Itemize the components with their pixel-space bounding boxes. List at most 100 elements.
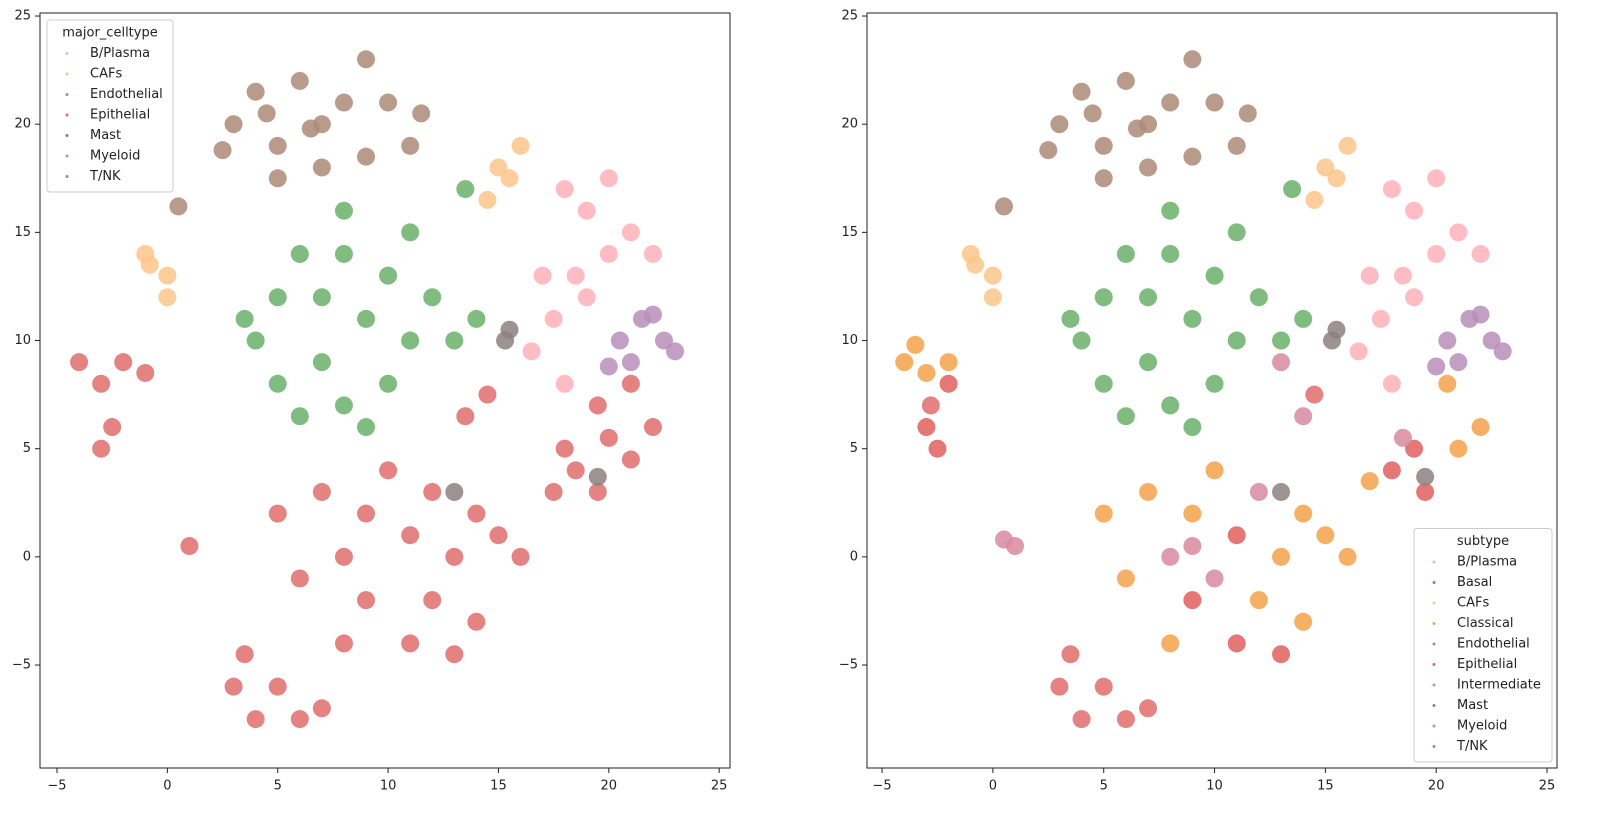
legend-label: Basal xyxy=(1457,575,1492,590)
legend-marker xyxy=(65,52,69,55)
point xyxy=(555,439,574,458)
point xyxy=(357,504,376,523)
point xyxy=(246,710,265,729)
point xyxy=(1183,418,1202,437)
point xyxy=(257,104,276,123)
point xyxy=(555,374,574,393)
point xyxy=(566,266,585,285)
point xyxy=(312,353,331,372)
y-tick-label: 15 xyxy=(841,225,858,240)
point xyxy=(1205,93,1224,112)
point xyxy=(1205,266,1224,285)
point xyxy=(1482,331,1501,350)
legend-marker xyxy=(65,72,69,76)
y-tick-label: 10 xyxy=(14,333,31,348)
y-tick-label: 15 xyxy=(14,225,31,240)
point xyxy=(655,331,674,350)
legend-label: Endothelial xyxy=(1457,637,1530,652)
point xyxy=(268,374,287,393)
point xyxy=(1161,244,1180,263)
point xyxy=(1449,353,1468,372)
point xyxy=(1272,353,1291,372)
point xyxy=(500,169,519,188)
point xyxy=(1427,169,1446,188)
point xyxy=(1061,309,1080,328)
point xyxy=(180,537,199,556)
y-tick-label: 5 xyxy=(23,441,31,456)
point xyxy=(1249,288,1268,307)
point xyxy=(1183,147,1202,166)
point xyxy=(213,141,232,160)
legend-label: T/NK xyxy=(1456,739,1488,754)
point xyxy=(566,461,585,480)
point xyxy=(1405,201,1424,220)
y-tick-label: 0 xyxy=(23,549,31,564)
point xyxy=(1349,342,1368,361)
point xyxy=(478,190,497,209)
point xyxy=(1139,288,1158,307)
point xyxy=(312,158,331,177)
point xyxy=(1094,169,1113,188)
legend-marker xyxy=(1432,642,1436,646)
point xyxy=(1072,82,1091,101)
point xyxy=(478,385,497,404)
legend-label: CAFs xyxy=(1457,596,1489,611)
point xyxy=(92,374,111,393)
point xyxy=(1323,331,1342,350)
point xyxy=(895,353,914,372)
point xyxy=(1227,223,1246,242)
legend-label: B/Plasma xyxy=(1457,555,1517,570)
point xyxy=(1094,677,1113,696)
point xyxy=(610,331,629,350)
point xyxy=(1061,645,1080,664)
point xyxy=(1094,288,1113,307)
point xyxy=(1449,223,1468,242)
point xyxy=(1427,244,1446,263)
point xyxy=(290,71,309,90)
point xyxy=(643,244,662,263)
point xyxy=(1471,305,1490,324)
point xyxy=(1183,50,1202,69)
legend-box xyxy=(46,19,174,193)
point xyxy=(1327,169,1346,188)
legend-label: Mast xyxy=(90,128,121,143)
point xyxy=(1094,504,1113,523)
point xyxy=(1382,374,1401,393)
point xyxy=(928,439,947,458)
point xyxy=(235,309,254,328)
legend-label: Intermediate xyxy=(1457,678,1541,693)
point xyxy=(456,180,475,199)
point xyxy=(1050,677,1069,696)
point xyxy=(588,396,607,415)
point xyxy=(1227,526,1246,545)
point xyxy=(1238,104,1257,123)
point xyxy=(423,288,442,307)
point xyxy=(1416,482,1435,501)
point xyxy=(334,93,353,112)
point xyxy=(511,136,530,155)
point xyxy=(1116,710,1135,729)
point xyxy=(158,288,177,307)
y-tick-label: 20 xyxy=(14,117,31,132)
legend-marker xyxy=(1432,560,1436,564)
legend-marker xyxy=(1432,663,1436,666)
legend-label: Epithelial xyxy=(1457,657,1517,672)
point xyxy=(939,374,958,393)
point xyxy=(489,526,508,545)
point xyxy=(401,136,420,155)
point xyxy=(70,353,89,372)
point xyxy=(235,645,254,664)
point xyxy=(92,439,111,458)
y-tick-label: −5 xyxy=(839,658,858,673)
x-tick-label: 20 xyxy=(1428,779,1445,794)
point xyxy=(921,396,940,415)
point xyxy=(1360,266,1379,285)
point xyxy=(1393,266,1412,285)
point xyxy=(1116,407,1135,426)
x-tick-label: 25 xyxy=(1539,779,1556,794)
point xyxy=(643,305,662,324)
point xyxy=(1183,504,1202,523)
point xyxy=(666,342,685,361)
point xyxy=(496,331,515,350)
legend-marker xyxy=(1432,622,1436,625)
